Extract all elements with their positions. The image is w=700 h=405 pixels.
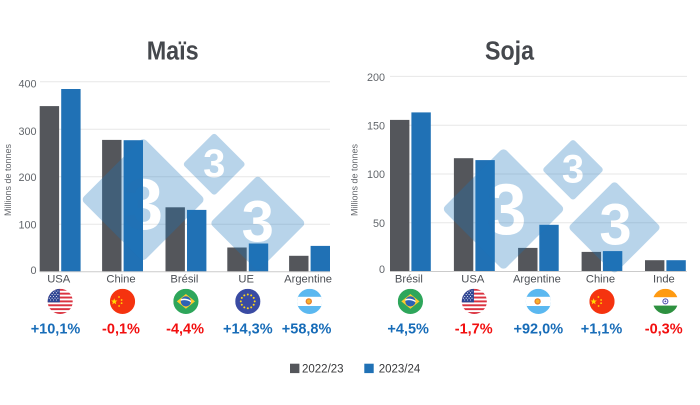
svg-text:2023/24: 2023/24 [379, 363, 421, 375]
svg-text:+58,8%: +58,8% [282, 321, 332, 337]
svg-text:100: 100 [367, 169, 385, 181]
svg-text:150: 150 [367, 120, 385, 132]
svg-text:Brésil: Brésil [395, 274, 423, 286]
svg-text:200: 200 [18, 172, 36, 184]
svg-text:+10,1%: +10,1% [31, 321, 81, 337]
svg-text:USA: USA [461, 274, 485, 286]
svg-text:400: 400 [18, 79, 36, 91]
svg-text:Soja: Soja [485, 37, 535, 65]
svg-text:-0,1%: -0,1% [102, 321, 140, 337]
svg-text:-1,7%: -1,7% [455, 321, 493, 337]
svg-text:+4,5%: +4,5% [387, 321, 429, 337]
svg-text:-0,3%: -0,3% [645, 321, 683, 337]
svg-text:Chine: Chine [586, 274, 615, 286]
svg-text:USA: USA [47, 274, 71, 286]
svg-text:Chine: Chine [106, 274, 135, 286]
svg-text:Argentine: Argentine [513, 274, 561, 286]
svg-text:Millions de tonnes: Millions de tonnes [350, 143, 360, 216]
svg-text:100: 100 [18, 219, 36, 231]
svg-text:Maïs: Maïs [147, 37, 199, 65]
svg-text:+14,3%: +14,3% [223, 321, 273, 337]
svg-text:+92,0%: +92,0% [514, 321, 564, 337]
svg-text:300: 300 [18, 126, 36, 138]
svg-text:0: 0 [379, 264, 385, 276]
svg-text:+1,1%: +1,1% [581, 321, 623, 337]
svg-text:-4,4%: -4,4% [166, 321, 204, 337]
svg-text:Millions de tonnes: Millions de tonnes [3, 143, 13, 216]
svg-text:50: 50 [373, 218, 385, 230]
svg-text:Brésil: Brésil [170, 274, 198, 286]
svg-text:2022/23: 2022/23 [302, 363, 344, 375]
svg-text:Inde: Inde [653, 274, 675, 286]
svg-text:0: 0 [30, 265, 36, 277]
svg-text:200: 200 [367, 72, 385, 84]
svg-text:UE: UE [238, 274, 254, 286]
svg-text:Argentine: Argentine [284, 274, 332, 286]
